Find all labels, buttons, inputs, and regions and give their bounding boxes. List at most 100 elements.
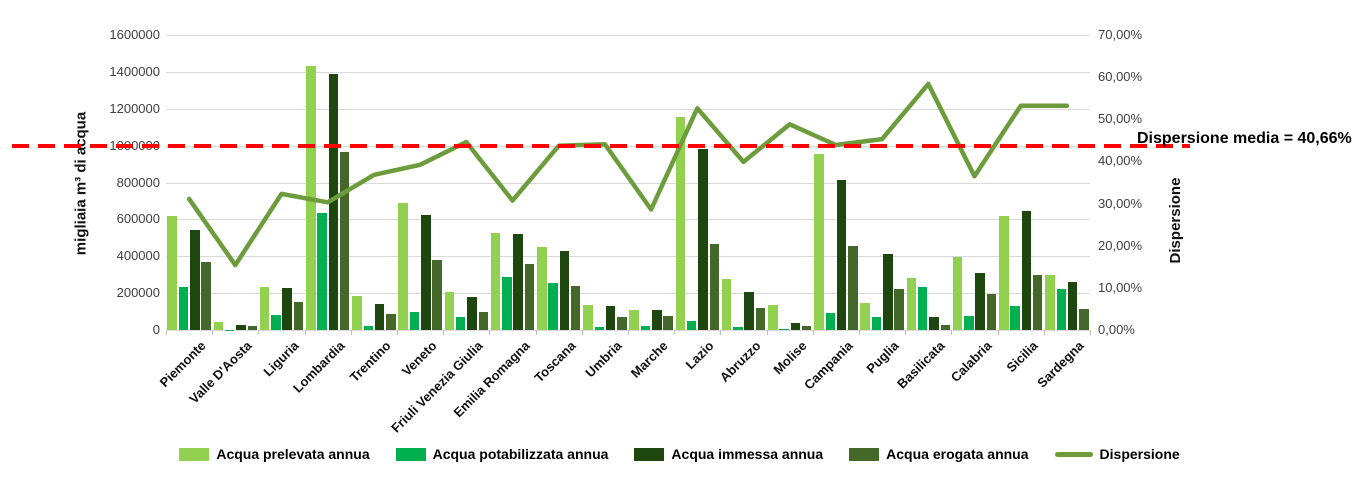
- bar: [537, 247, 547, 330]
- category-tick: [997, 330, 999, 335]
- legend-label: Acqua potabilizzata annua: [432, 446, 609, 462]
- bar: [917, 286, 928, 330]
- bar: [640, 325, 651, 330]
- legend-swatch-icon: [634, 447, 665, 461]
- bar: [455, 316, 466, 330]
- bar: [524, 263, 535, 330]
- bar: [594, 327, 604, 330]
- right-axis-title: Dispersione: [1167, 177, 1184, 264]
- category-tick: [258, 330, 260, 335]
- x-axis-label: Toscana: [531, 338, 579, 386]
- category-tick: [350, 330, 352, 335]
- bar: [848, 246, 858, 330]
- category-tick: [212, 330, 214, 335]
- legend-item: Acqua erogata annua: [849, 446, 1029, 462]
- bar: [490, 232, 501, 330]
- bar: [374, 303, 385, 330]
- bar: [570, 285, 581, 330]
- x-axis-label: Basilicata: [894, 338, 948, 392]
- bar: [363, 325, 373, 330]
- bar: [432, 259, 442, 330]
- plot-area: [166, 35, 1091, 335]
- bar: [744, 292, 754, 330]
- right-tick-label: 20,00%: [1098, 237, 1143, 253]
- right-tick-label: 30,00%: [1098, 195, 1143, 211]
- grid-line: [166, 256, 1090, 258]
- x-axis-label: Puglia: [863, 338, 902, 377]
- legend-item: Acqua immessa annua: [634, 446, 823, 462]
- bar: [339, 152, 350, 330]
- bar: [721, 279, 732, 330]
- x-axis-label: Friuli Venezia Giulia: [388, 338, 486, 436]
- left-tick-label: 600000: [116, 211, 160, 227]
- bar: [213, 321, 224, 330]
- category-tick: [720, 330, 722, 335]
- bar: [883, 254, 893, 330]
- bar: [860, 303, 870, 330]
- category-tick: [905, 330, 907, 335]
- x-axis-label: Veneto: [398, 338, 440, 379]
- bar: [906, 278, 917, 330]
- x-axis-label: Umbria: [582, 338, 625, 381]
- grid-line: [166, 182, 1090, 184]
- grid-line: [166, 293, 1090, 295]
- bar: [686, 320, 697, 330]
- x-axis-label: Liguria: [259, 338, 302, 380]
- category-tick: [397, 330, 398, 335]
- category-tick: [304, 330, 306, 335]
- bar: [964, 315, 974, 330]
- mean-dispersion-label: Dispersione media = 40,66%: [1137, 130, 1352, 147]
- x-axis-label: Abruzzo: [716, 338, 764, 385]
- category-tick: [674, 330, 676, 335]
- bar: [352, 296, 362, 330]
- bar: [386, 313, 396, 330]
- bar: [409, 311, 420, 330]
- mean-dispersion-line: [12, 143, 1190, 148]
- bar: [1021, 211, 1032, 330]
- bar: [548, 282, 558, 330]
- bar: [1067, 282, 1078, 330]
- category-tick: [489, 330, 491, 335]
- bar: [583, 304, 593, 330]
- bar: [201, 261, 211, 330]
- bar: [663, 315, 673, 330]
- legend-item: Dispersione: [1054, 446, 1180, 462]
- bar: [1032, 275, 1043, 330]
- bar: [698, 149, 708, 330]
- legend-label: Acqua erogata annua: [886, 446, 1029, 462]
- bar: [975, 272, 985, 330]
- x-axis-label: Trentino: [346, 338, 394, 385]
- bar: [559, 250, 570, 330]
- bar: [271, 315, 281, 330]
- category-tick: [581, 330, 583, 335]
- bar: [1079, 308, 1089, 330]
- right-tick-label: 60,00%: [1098, 69, 1143, 85]
- bar: [801, 326, 812, 330]
- bar: [421, 214, 431, 330]
- legend-label: Dispersione: [1099, 446, 1180, 462]
- grid-line: [166, 71, 1090, 73]
- legend-label: Acqua immessa annua: [671, 446, 824, 462]
- grid-line: [166, 219, 1090, 221]
- bar: [1056, 288, 1066, 330]
- category-tick: [628, 330, 629, 335]
- bar: [652, 310, 662, 330]
- x-axis-label: Lazio: [682, 338, 717, 373]
- bar: [605, 306, 616, 330]
- category-tick: [443, 330, 445, 335]
- left-tick-label: 1200000: [109, 100, 160, 116]
- bar: [894, 289, 904, 330]
- bar: [478, 311, 488, 330]
- bar: [317, 213, 327, 330]
- bar: [929, 317, 939, 330]
- bar: [236, 325, 246, 330]
- right-tick-label: 40,00%: [1098, 153, 1143, 169]
- category-tick: [535, 330, 537, 335]
- bar: [282, 287, 292, 330]
- bar: [444, 291, 455, 330]
- category-tick: [812, 330, 814, 335]
- legend-item: Acqua prelevata annua: [179, 446, 370, 462]
- bar: [190, 230, 200, 330]
- bar: [247, 326, 257, 330]
- x-axis-label: Marche: [627, 338, 671, 381]
